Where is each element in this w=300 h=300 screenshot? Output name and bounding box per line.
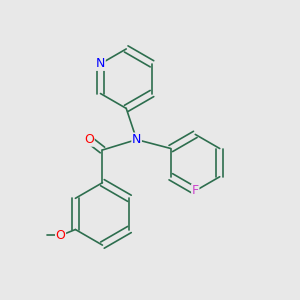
Text: N: N bbox=[96, 57, 105, 70]
Text: F: F bbox=[192, 184, 199, 197]
Text: O: O bbox=[84, 133, 94, 146]
Text: O: O bbox=[56, 229, 65, 242]
Text: N: N bbox=[132, 133, 141, 146]
